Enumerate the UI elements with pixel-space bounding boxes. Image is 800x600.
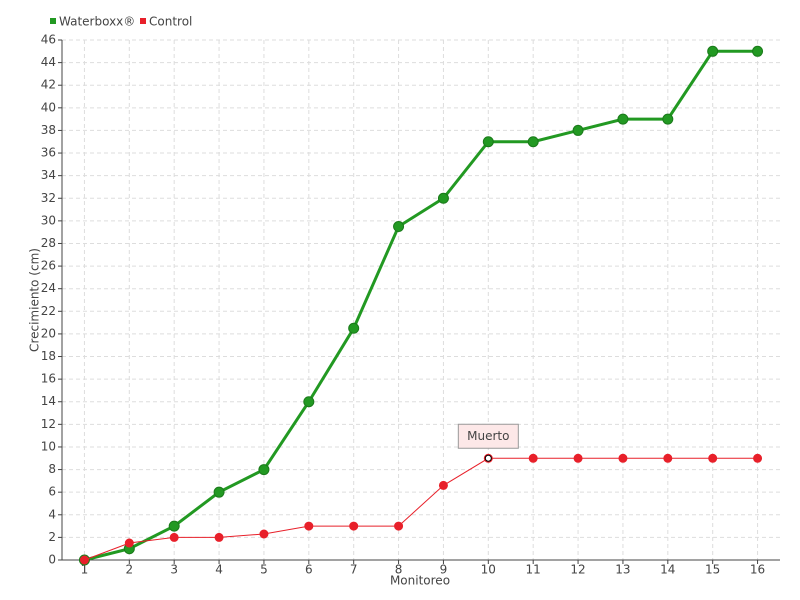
- x-tick-label: 12: [570, 563, 585, 577]
- data-point: [214, 532, 224, 542]
- data-point: [79, 555, 89, 565]
- x-tick-label: 14: [660, 563, 675, 577]
- y-tick-label: 6: [48, 485, 56, 499]
- y-tick-label: 34: [41, 168, 56, 182]
- y-tick-label: 4: [48, 507, 56, 521]
- data-point: [618, 453, 628, 463]
- x-tick-label: 2: [125, 563, 133, 577]
- data-point: [482, 136, 494, 148]
- x-tick-label: 15: [705, 563, 720, 577]
- x-tick-label: 4: [215, 563, 223, 577]
- y-tick-label: 16: [41, 372, 56, 386]
- legend-swatch: [140, 18, 146, 24]
- annotation-box: [457, 423, 519, 449]
- x-tick-label: 3: [170, 563, 178, 577]
- data-point: [259, 529, 269, 539]
- x-tick-label: 9: [440, 563, 448, 577]
- x-tick-label: 11: [526, 563, 541, 577]
- data-point: [707, 45, 719, 57]
- data-point: [573, 453, 583, 463]
- y-tick-label: 32: [41, 191, 56, 205]
- data-point: [527, 136, 539, 148]
- y-tick-label: 0: [48, 553, 56, 567]
- y-tick-label: 20: [41, 326, 56, 340]
- data-point: [437, 192, 449, 204]
- legend-label: Waterboxx®: [59, 15, 135, 29]
- data-point: [348, 322, 360, 334]
- y-tick-label: 14: [41, 394, 56, 408]
- data-point: [572, 124, 584, 136]
- y-tick-label: 12: [41, 417, 56, 431]
- y-tick-label: 38: [41, 123, 56, 137]
- y-tick-label: 22: [41, 304, 56, 318]
- y-tick-label: 44: [41, 55, 56, 69]
- y-tick-label: 24: [41, 281, 56, 295]
- data-point: [708, 453, 718, 463]
- series-line: [84, 457, 758, 561]
- data-point: [394, 521, 404, 531]
- y-tick-label: 28: [41, 236, 56, 250]
- annotation: Muerto: [467, 429, 509, 443]
- data-point: [304, 521, 314, 531]
- legend-swatch: [50, 18, 56, 24]
- y-tick-label: 46: [41, 33, 56, 47]
- x-tick-label: 1: [81, 563, 89, 577]
- data-point: [168, 520, 180, 532]
- data-point: [349, 521, 359, 531]
- data-point: [303, 396, 315, 408]
- x-tick-label: 5: [260, 563, 268, 577]
- data-point: [393, 221, 405, 233]
- data-point: [528, 453, 538, 463]
- y-tick-label: 42: [41, 78, 56, 92]
- y-axis-label: Crecimiento (cm): [28, 248, 42, 352]
- y-tick-label: 8: [48, 462, 56, 476]
- annotation-marker: [484, 454, 492, 462]
- data-point: [663, 453, 673, 463]
- data-point: [124, 538, 134, 548]
- data-point: [438, 480, 448, 490]
- x-tick-label: 13: [615, 563, 630, 577]
- series-line: [84, 49, 758, 562]
- data-point: [213, 486, 225, 498]
- x-tick-label: 16: [750, 563, 765, 577]
- data-point: [169, 532, 179, 542]
- x-axis-label: Monitoreo: [390, 574, 450, 588]
- x-tick-label: 6: [305, 563, 313, 577]
- x-tick-label: 8: [395, 563, 403, 577]
- x-tick-label: 7: [350, 563, 358, 577]
- y-tick-label: 26: [41, 259, 56, 273]
- y-tick-label: 2: [48, 530, 56, 544]
- data-point: [662, 113, 674, 125]
- data-point: [258, 464, 270, 476]
- y-tick-label: 10: [41, 439, 56, 453]
- y-tick-label: 18: [41, 349, 56, 363]
- x-tick-label: 10: [481, 563, 496, 577]
- data-point: [753, 453, 763, 463]
- y-tick-label: 30: [41, 213, 56, 227]
- data-point: [752, 45, 764, 57]
- y-tick-label: 36: [41, 146, 56, 160]
- y-tick-label: 40: [41, 100, 56, 114]
- data-point: [617, 113, 629, 125]
- legend-label: Control: [149, 15, 192, 29]
